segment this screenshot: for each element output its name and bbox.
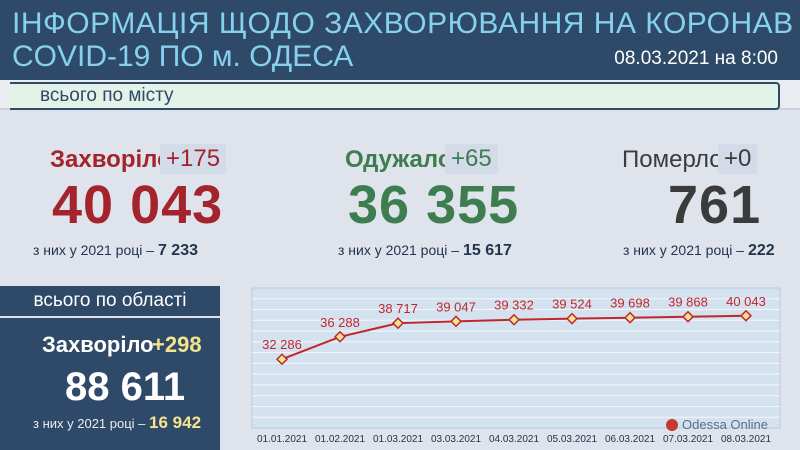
city-died-2021-value: 222 bbox=[747, 242, 775, 259]
region-sick-2021: з них у 2021 році – 16 942 bbox=[33, 414, 201, 433]
chart-point bbox=[449, 315, 463, 328]
chart-plot-area bbox=[251, 287, 781, 429]
chart-data-label: 39 047 bbox=[436, 299, 476, 314]
region-sick-delta: +298 bbox=[152, 332, 202, 357]
chart-point bbox=[507, 313, 521, 326]
city-sick-label: Захворіло bbox=[50, 146, 172, 173]
trend-chart-svg: 32 286 01.01.2021 36 288 01.02.2021 38 717 01… bbox=[251, 287, 781, 445]
city-died-2021: з них у 2021 році – 222 bbox=[623, 241, 775, 260]
region-panel bbox=[0, 318, 220, 450]
region-sick-2021-prefix: з них у 2021 році – bbox=[33, 416, 150, 431]
chart-x-tick-label: 07.03.2021 bbox=[663, 434, 713, 445]
chart-data-label: 39 868 bbox=[668, 295, 708, 310]
chart-data-label: 39 698 bbox=[610, 296, 650, 311]
chart-x-tick-label: 01.03.2021 bbox=[373, 434, 423, 445]
watermark: Odessa Online bbox=[666, 417, 768, 433]
chart-x-tick-label: 05.03.2021 bbox=[547, 434, 597, 445]
odessa-online-logo-icon bbox=[666, 419, 678, 431]
city-sick-2021: з них у 2021 році – 7 233 bbox=[33, 241, 198, 260]
city-recovered-2021-value: 15 617 bbox=[462, 242, 512, 259]
page-subtitle: COVID-19 ПО м. ОДЕСА bbox=[12, 40, 354, 73]
chart-data-label: 39 524 bbox=[552, 297, 592, 312]
city-section-label: всього по місту bbox=[40, 85, 174, 106]
chart-data-label: 38 717 bbox=[378, 301, 418, 316]
chart-x-tick-label: 03.03.2021 bbox=[431, 434, 481, 445]
chart-x-tick-label: 06.03.2021 bbox=[605, 434, 655, 445]
chart-data-label: 40 043 bbox=[726, 294, 766, 309]
chart-point bbox=[739, 309, 753, 322]
region-sick-label: Захворіло bbox=[42, 332, 154, 357]
chart-point bbox=[275, 353, 289, 366]
city-recovered-2021-prefix: з них у 2021 році – bbox=[338, 242, 463, 258]
chart-data-label: 32 286 bbox=[262, 337, 302, 352]
report-date: 08.03.2021 на 8:00 bbox=[614, 48, 778, 69]
region-section-title: всього по області bbox=[0, 286, 220, 316]
chart-point bbox=[565, 312, 579, 325]
city-died-value: 761 bbox=[668, 175, 762, 235]
city-died-2021-prefix: з них у 2021 році – bbox=[623, 242, 748, 258]
city-recovered-2021: з них у 2021 році – 15 617 bbox=[338, 241, 512, 260]
chart-data-label: 39 332 bbox=[494, 298, 534, 313]
city-recovered-label: Одужало bbox=[345, 146, 453, 173]
trend-chart: 32 286 01.01.2021 36 288 01.02.2021 38 717 01… bbox=[240, 286, 792, 450]
chart-x-tick-label: 08.03.2021 bbox=[721, 434, 771, 445]
region-sick-value: 88 611 bbox=[65, 365, 186, 409]
city-recovered-delta: +65 bbox=[445, 144, 498, 174]
chart-point bbox=[681, 310, 695, 323]
city-sick-2021-prefix: з них у 2021 році – bbox=[33, 242, 158, 258]
chart-x-tick-label: 01.01.2021 bbox=[257, 434, 307, 445]
city-section-tab bbox=[10, 82, 780, 110]
chart-point bbox=[391, 317, 405, 330]
city-recovered-value: 36 355 bbox=[348, 175, 520, 235]
city-died-delta: +0 bbox=[718, 144, 758, 174]
city-sick-delta: +175 bbox=[160, 144, 227, 174]
city-sick-value: 40 043 bbox=[52, 175, 224, 235]
city-died-label: Померло bbox=[622, 146, 723, 173]
watermark-text: Odessa Online bbox=[682, 417, 768, 432]
chart-x-tick-label: 01.02.2021 bbox=[315, 434, 365, 445]
chart-data-label: 36 288 bbox=[320, 315, 360, 330]
page-title: ІНФОРМАЦІЯ ЩОДО ЗАХВОРЮВАННЯ НА КОРОНАВІ… bbox=[12, 7, 792, 40]
chart-point bbox=[333, 330, 347, 343]
chart-point bbox=[623, 311, 637, 324]
header-bar bbox=[0, 0, 800, 80]
city-sick-2021-value: 7 233 bbox=[157, 242, 198, 259]
chart-x-tick-label: 04.03.2021 bbox=[489, 434, 539, 445]
region-sick-2021-value: 16 942 bbox=[149, 413, 202, 432]
